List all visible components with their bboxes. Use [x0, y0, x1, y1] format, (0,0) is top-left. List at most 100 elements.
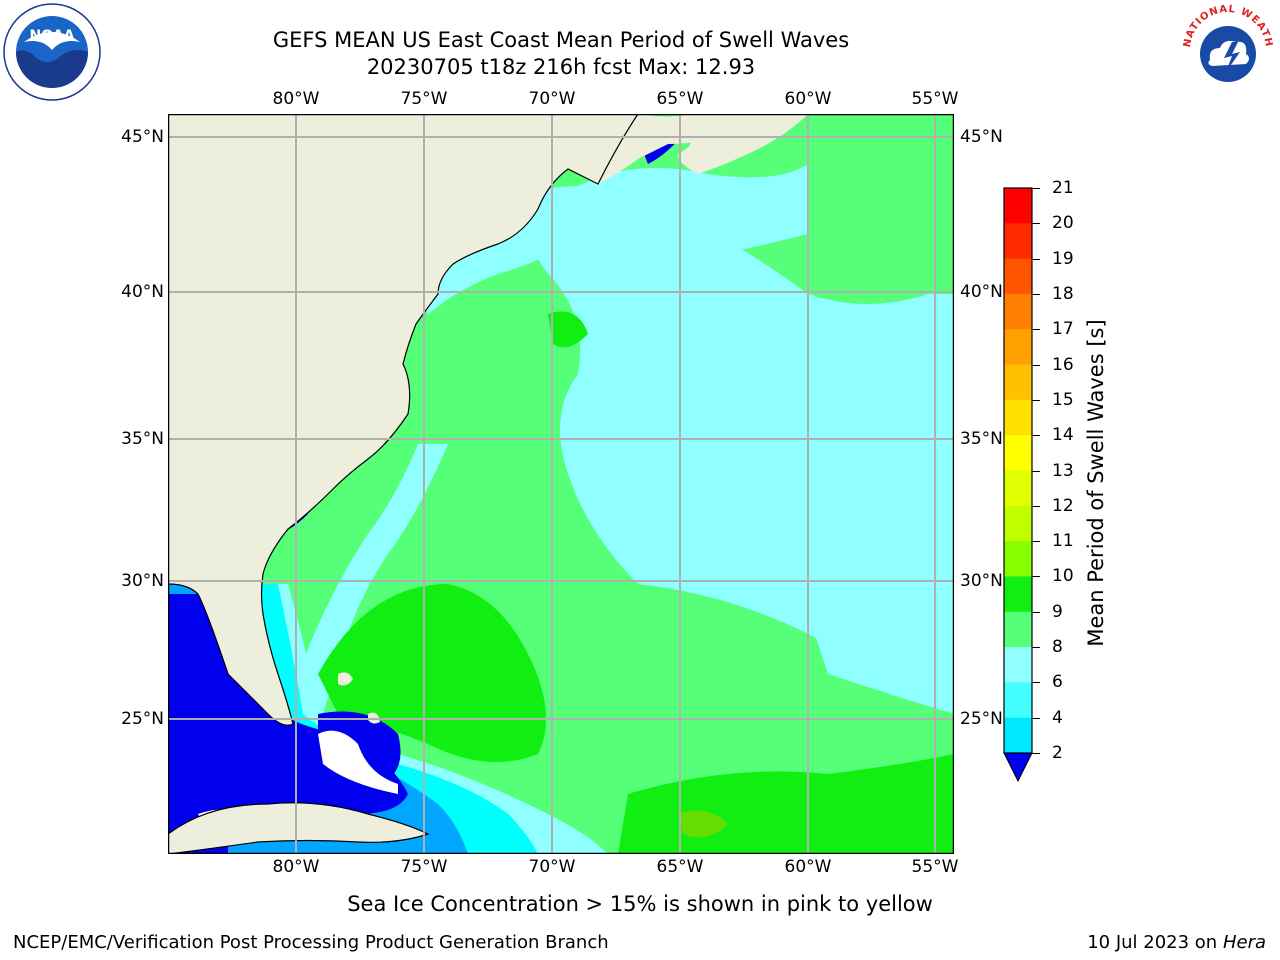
footer-machine: Hera: [1222, 932, 1266, 953]
colorbar-tick-label: 12: [1052, 495, 1074, 516]
footer-date: 10 Jul 2023 on: [1087, 932, 1223, 953]
colorbar-tick-label: 4: [1052, 707, 1063, 728]
lat-tick-left: 40°N: [121, 282, 164, 302]
map-frame: [167, 113, 955, 855]
lon-tick-top: 70°W: [528, 89, 576, 109]
lat-tick-left: 30°N: [121, 571, 164, 591]
colorbar-tick-mark: [1032, 717, 1040, 719]
colorbar-extend-arrow: [1003, 752, 1033, 783]
no-data-patch: [318, 730, 398, 794]
colorbar-segment: [1004, 576, 1032, 613]
noaa-logo-icon: NOAA: [3, 3, 101, 101]
lat-tick-right: 30°N: [960, 571, 1003, 591]
colorbar-tick-label: 15: [1052, 389, 1074, 410]
svg-text:NOAA: NOAA: [30, 28, 75, 44]
colorbar-tick-mark: [1032, 188, 1040, 189]
chart-title-line2: 20230705 t18z 216h fcst Max: 12.93: [366, 55, 756, 79]
colorbar-tick-mark: [1032, 329, 1040, 331]
colorbar-tick-label: 16: [1052, 354, 1074, 375]
colorbar-tick-mark: [1032, 576, 1040, 578]
lon-tick-bottom: 65°W: [656, 857, 704, 877]
colorbar-label: Mean Period of Swell Waves [s]: [1084, 319, 1108, 647]
colorbar-tick-label: 6: [1052, 672, 1063, 693]
lat-tick-left: 45°N: [121, 127, 164, 147]
lon-tick-bottom: 80°W: [272, 857, 320, 877]
colorbar-segment: [1004, 188, 1032, 224]
lat-tick-right: 25°N: [960, 709, 1003, 729]
colorbar-tick-mark: [1032, 258, 1040, 260]
lon-tick-bottom: 55°W: [911, 857, 959, 877]
colorbar-tick-label: 20: [1052, 213, 1074, 234]
noaa-logo: NOAA: [2, 2, 102, 102]
lon-tick-top: 60°W: [784, 89, 832, 109]
graticule: [168, 114, 954, 854]
colorbar-tick-mark: [1032, 364, 1040, 366]
land-bahamas: [338, 672, 353, 686]
colorbar-tick-label: 8: [1052, 637, 1063, 658]
lat-tick-right: 45°N: [960, 127, 1003, 147]
sea-ice-caption: Sea Ice Concentration > 15% is shown in …: [347, 892, 933, 916]
lon-tick-top: 80°W: [272, 89, 320, 109]
colorbar-segment: [1004, 505, 1032, 542]
colorbar-tick-label: 9: [1052, 601, 1063, 622]
swell-period-map-canvas: [167, 113, 955, 855]
colorbar-segment: [1004, 717, 1032, 754]
colorbar-tick-label: 14: [1052, 425, 1074, 446]
footer-left: NCEP/EMC/Verification Post Processing Pr…: [13, 932, 609, 953]
coastline: [168, 114, 639, 726]
lon-tick-top: 75°W: [400, 89, 448, 109]
colorbar-canvas: [1003, 187, 1033, 783]
ocean-swell-8-9-southeast: [808, 591, 954, 714]
nws-logo: NATIONAL WEATHER SERVICE: [1176, 0, 1276, 98]
colorbar-tick-mark: [1032, 611, 1040, 613]
colorbar-tick-label: 10: [1052, 566, 1074, 587]
coastline: [168, 802, 430, 854]
ocean-swell-8-9-nearshore-north: [418, 191, 608, 314]
lon-tick-top: 55°W: [911, 89, 959, 109]
lat-tick-left: 25°N: [121, 709, 164, 729]
swell-period-map: [167, 113, 955, 855]
colorbar-tick-label: 19: [1052, 248, 1074, 269]
colorbar-tick-mark: [1032, 647, 1040, 649]
chart-title-line1: GEFS MEAN US East Coast Mean Period of S…: [272, 28, 850, 52]
colorbar-tick-mark: [1032, 223, 1040, 225]
colorbar-segment: [1004, 647, 1032, 683]
colorbar-tick-mark: [1032, 293, 1040, 295]
colorbar-tick-label: 21: [1052, 178, 1074, 198]
land-nova-scotia: [678, 114, 808, 174]
colorbar-segment: [1004, 435, 1032, 471]
colorbar-tick-label: 18: [1052, 283, 1074, 304]
colorbar-segment: [1004, 541, 1032, 577]
footer-right: 10 Jul 2023 on Hera: [1087, 932, 1266, 954]
colorbar-tick-mark: [1032, 470, 1040, 472]
nws-logo-icon: NATIONAL WEATHER SERVICE: [1176, 0, 1274, 96]
colorbar-tick-mark: [1032, 682, 1040, 684]
colorbar-segment: [1004, 223, 1032, 260]
colorbar: [1000, 186, 1040, 786]
lat-tick-left: 35°N: [121, 429, 164, 449]
colorbar-tick-label: 11: [1052, 531, 1074, 552]
lat-tick-right: 35°N: [960, 429, 1003, 449]
colorbar-segment: [1004, 364, 1032, 401]
colorbar-segment: [1004, 258, 1032, 295]
colorbar-segment: [1004, 329, 1032, 366]
lon-tick-top: 65°W: [656, 89, 704, 109]
colorbar-tick-mark: [1032, 541, 1040, 543]
lon-tick-bottom: 75°W: [400, 857, 448, 877]
colorbar-tick-mark: [1032, 435, 1040, 437]
ocean-swell-11-12-southeast: [678, 810, 728, 838]
colorbar-tick-label: 2: [1052, 743, 1063, 763]
colorbar-tick-mark: [1032, 399, 1040, 401]
land-north-america: [168, 114, 748, 726]
colorbar-segment: [1004, 470, 1032, 507]
lon-tick-bottom: 70°W: [528, 857, 576, 877]
lat-tick-right: 40°N: [960, 282, 1003, 302]
colorbar-segment: [1004, 293, 1032, 330]
colorbar-tick-mark: [1032, 753, 1040, 754]
colorbar-segment: [1004, 682, 1032, 719]
colorbar-tick-label: 13: [1052, 460, 1074, 481]
colorbar-tick-mark: [1032, 505, 1040, 507]
colorbar-segment: [1004, 611, 1032, 648]
colorbar-segment: [1004, 399, 1032, 436]
lon-tick-bottom: 60°W: [784, 857, 832, 877]
